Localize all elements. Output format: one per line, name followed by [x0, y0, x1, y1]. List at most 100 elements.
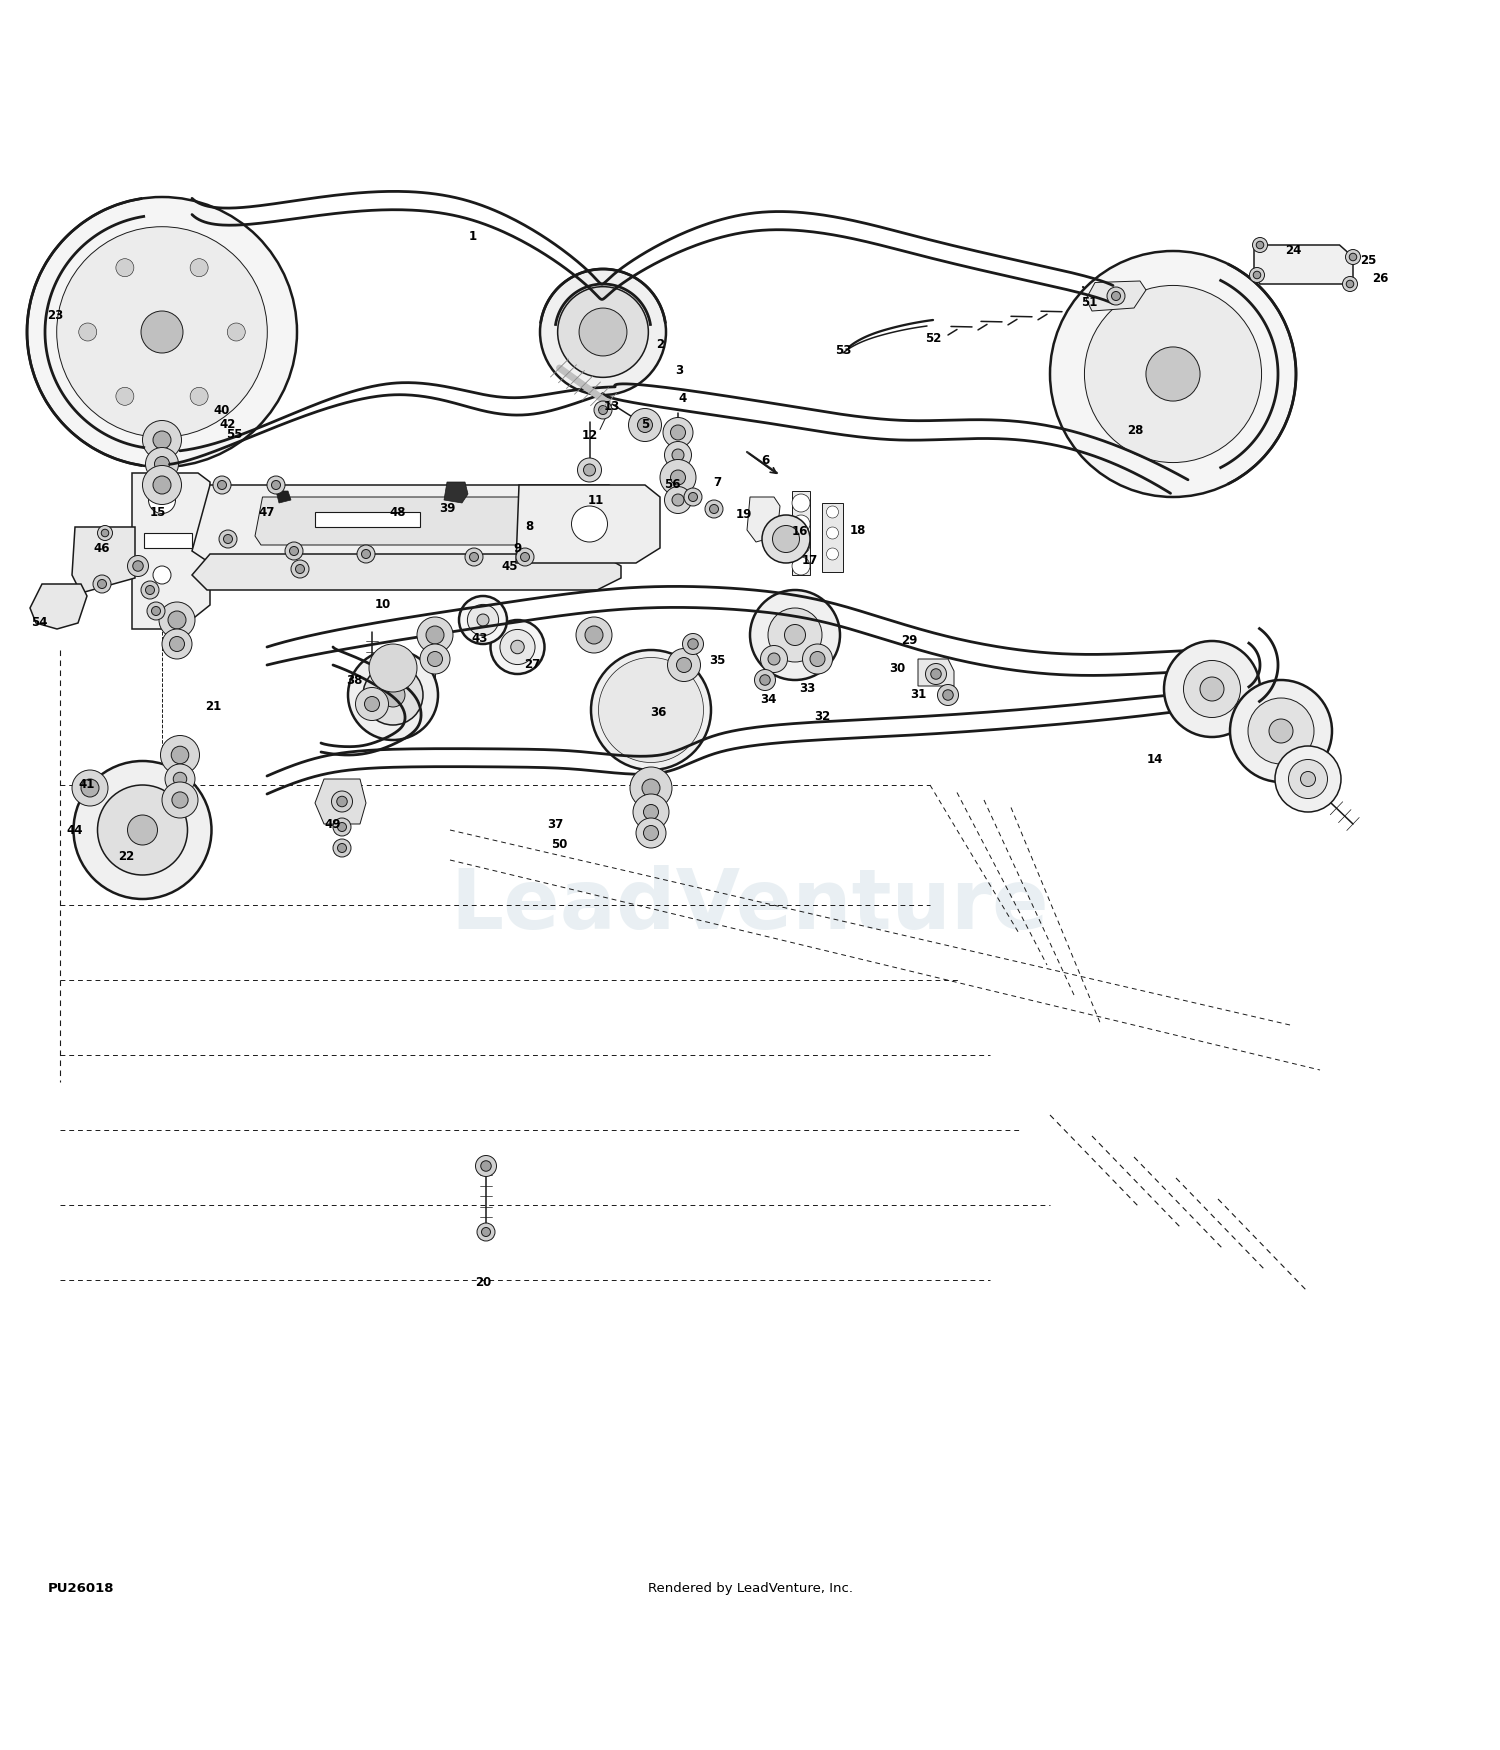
Circle shape — [663, 418, 693, 448]
Circle shape — [98, 579, 106, 588]
Circle shape — [672, 450, 684, 460]
Circle shape — [128, 555, 148, 576]
Circle shape — [520, 553, 530, 562]
Text: 53: 53 — [836, 343, 850, 357]
Circle shape — [1248, 698, 1314, 765]
Circle shape — [154, 457, 170, 471]
Circle shape — [93, 576, 111, 593]
Circle shape — [578, 458, 602, 481]
Text: 43: 43 — [472, 632, 488, 644]
Circle shape — [705, 500, 723, 518]
Circle shape — [644, 826, 658, 840]
Text: 18: 18 — [850, 523, 865, 537]
Circle shape — [1164, 640, 1260, 737]
Circle shape — [598, 406, 608, 415]
Circle shape — [162, 782, 198, 817]
Text: 56: 56 — [663, 478, 680, 492]
Circle shape — [98, 786, 188, 875]
Circle shape — [146, 586, 154, 595]
Circle shape — [170, 637, 184, 651]
Circle shape — [420, 644, 450, 674]
Circle shape — [768, 653, 780, 665]
Polygon shape — [1254, 245, 1353, 284]
Circle shape — [670, 425, 686, 439]
Circle shape — [78, 324, 96, 341]
Circle shape — [827, 548, 839, 560]
Circle shape — [759, 676, 771, 686]
Circle shape — [938, 684, 958, 705]
Circle shape — [291, 560, 309, 578]
Circle shape — [762, 514, 810, 564]
Circle shape — [688, 492, 698, 502]
Circle shape — [290, 546, 298, 555]
Text: 21: 21 — [206, 700, 220, 714]
Text: 31: 31 — [910, 688, 926, 702]
Text: 45: 45 — [501, 560, 519, 572]
Circle shape — [333, 817, 351, 836]
Polygon shape — [255, 497, 564, 544]
Text: Rendered by LeadVenture, Inc.: Rendered by LeadVenture, Inc. — [648, 1582, 852, 1594]
Circle shape — [1346, 250, 1360, 264]
Text: PU26018: PU26018 — [48, 1582, 114, 1594]
Circle shape — [676, 658, 692, 672]
Circle shape — [148, 487, 176, 513]
Text: 10: 10 — [375, 598, 390, 611]
Circle shape — [27, 198, 297, 467]
Circle shape — [141, 581, 159, 598]
Circle shape — [768, 607, 822, 662]
Text: 13: 13 — [604, 401, 619, 413]
Circle shape — [338, 844, 346, 852]
Text: 4: 4 — [678, 392, 687, 404]
Circle shape — [572, 506, 608, 542]
Circle shape — [465, 548, 483, 565]
Text: 47: 47 — [260, 506, 274, 518]
Circle shape — [1254, 271, 1260, 278]
Circle shape — [1200, 677, 1224, 702]
Circle shape — [213, 476, 231, 494]
Text: 48: 48 — [390, 506, 405, 518]
Polygon shape — [747, 497, 780, 542]
Polygon shape — [30, 584, 87, 628]
Circle shape — [381, 682, 405, 707]
Polygon shape — [822, 502, 843, 572]
Circle shape — [754, 670, 776, 691]
Text: 51: 51 — [1082, 296, 1096, 308]
Text: 15: 15 — [150, 506, 165, 518]
Circle shape — [1050, 250, 1296, 497]
Text: 39: 39 — [440, 502, 454, 516]
Circle shape — [558, 287, 648, 378]
Circle shape — [480, 1160, 492, 1171]
Circle shape — [477, 614, 489, 626]
Circle shape — [636, 817, 666, 849]
Circle shape — [792, 536, 810, 555]
Circle shape — [102, 528, 110, 537]
Circle shape — [427, 651, 442, 667]
Circle shape — [672, 493, 684, 506]
Circle shape — [132, 560, 144, 570]
Circle shape — [362, 550, 370, 558]
Text: 7: 7 — [712, 476, 722, 488]
Circle shape — [217, 481, 226, 490]
Circle shape — [750, 590, 840, 681]
Text: 27: 27 — [525, 658, 540, 672]
Text: 33: 33 — [800, 682, 814, 695]
Text: 1: 1 — [468, 229, 477, 243]
Circle shape — [267, 476, 285, 494]
Text: 55: 55 — [225, 427, 243, 441]
Polygon shape — [516, 485, 660, 564]
Circle shape — [792, 493, 810, 513]
Circle shape — [687, 639, 698, 649]
Text: 5: 5 — [640, 418, 650, 432]
Circle shape — [470, 553, 478, 562]
Polygon shape — [1086, 282, 1146, 312]
Circle shape — [490, 620, 544, 674]
Text: 6: 6 — [760, 455, 770, 467]
Circle shape — [584, 464, 596, 476]
Text: 36: 36 — [651, 707, 666, 719]
Text: 17: 17 — [802, 553, 818, 567]
Circle shape — [336, 796, 346, 807]
Circle shape — [364, 696, 380, 712]
Text: 29: 29 — [902, 635, 916, 648]
Circle shape — [772, 525, 800, 553]
Circle shape — [633, 794, 669, 829]
